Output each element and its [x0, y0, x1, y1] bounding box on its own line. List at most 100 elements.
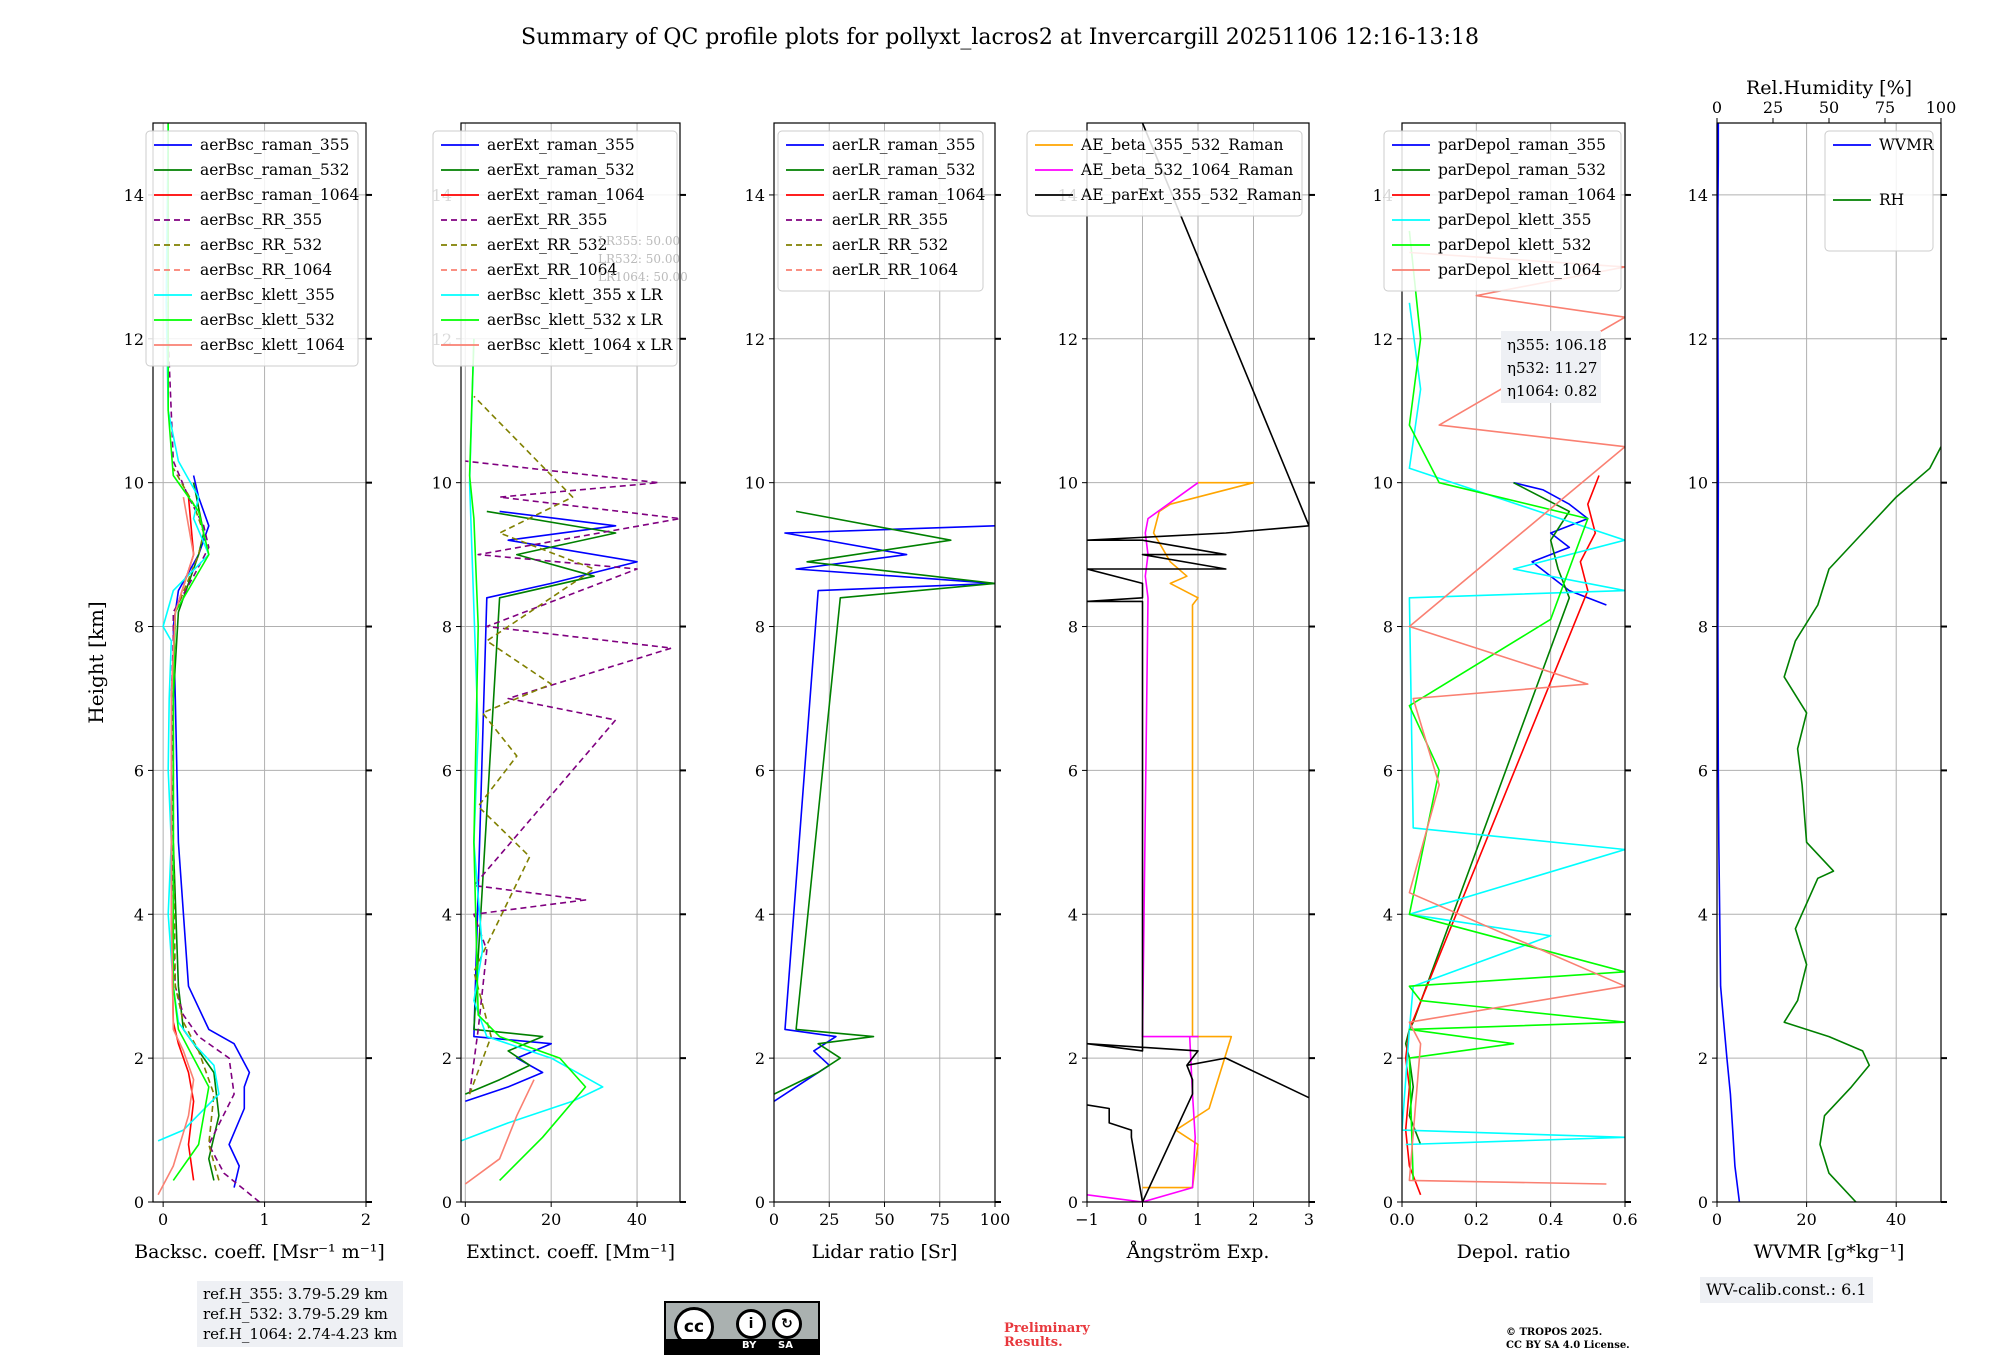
y-tick-label: 4: [134, 905, 144, 924]
y-tick-label: 12: [1688, 330, 1708, 349]
legend-label: aerBsc_raman_532: [200, 161, 350, 179]
legend-label: aerBsc_klett_1064: [200, 336, 345, 354]
copyright-note: © TROPOS 2025. CC BY SA 4.0 License.: [1506, 1326, 1630, 1352]
legend-label: aerExt_raman_1064: [487, 186, 645, 204]
legend-label: AE_parExt_355_532_Raman: [1080, 186, 1302, 204]
x-tick-label: 40: [1886, 1210, 1906, 1229]
y-tick-label: 6: [755, 761, 765, 780]
panel-lidar-ratio: 0 25 50 75 10002468101214Lidar ratio [Sr]aer…: [745, 123, 1011, 1263]
y-tick-label: 14: [124, 186, 144, 205]
x-tick-label: 3: [1304, 1210, 1314, 1229]
y-axis-label: Height [km]: [84, 601, 108, 723]
y-tick-label: 2: [134, 1049, 144, 1068]
y-tick-label: 6: [442, 761, 452, 780]
legend-label: aerLR_raman_1064: [832, 186, 985, 204]
x-tick-label: 0.6: [1612, 1210, 1637, 1229]
x-tick-label: 0.4: [1538, 1210, 1563, 1229]
wv-calibration-box: WV-calib.const.: 6.1: [1700, 1277, 1873, 1303]
legend-label: parDepol_klett_1064: [1438, 261, 1601, 279]
x-tick-label: 2: [361, 1210, 371, 1229]
series-line-aerExt_RR_532: [470, 396, 594, 1094]
legend-label: aerBsc_RR_355: [200, 211, 322, 229]
y-tick-label: 2: [1068, 1049, 1078, 1068]
y-tick-label: 2: [1698, 1049, 1708, 1068]
legend-label: aerLR_raman_532: [832, 161, 975, 179]
legend-label: aerBsc_raman_355: [200, 136, 350, 154]
series-line-RH: [1784, 447, 1941, 1202]
y-tick-label: 6: [1698, 761, 1708, 780]
series-line-aerBsc_klett_1064 x LR: [465, 1080, 534, 1184]
legend-label: WVMR: [1879, 136, 1935, 154]
y-tick-label: 2: [442, 1049, 452, 1068]
legend-label: parDepol_raman_532: [1438, 161, 1606, 179]
legend-label: aerBsc_klett_1064 x LR: [487, 336, 674, 354]
y-tick-label: 4: [1698, 905, 1708, 924]
y-tick-label: 10: [432, 474, 452, 493]
ref-h-532: ref.H_532: 3.79-5.29 km: [203, 1304, 397, 1324]
y-tick-label: 10: [1058, 474, 1078, 493]
x-tick-label: 20: [541, 1210, 561, 1229]
y-tick-label: 4: [442, 905, 452, 924]
x-axis-label: WVMR [g*kg⁻¹]: [1754, 1241, 1905, 1263]
cc-by-label: BY: [742, 1339, 756, 1353]
legend-label: AE_beta_355_532_Raman: [1080, 136, 1283, 154]
by-person-icon: i: [736, 1309, 766, 1339]
series-line-aerExt_raman_532: [465, 511, 615, 1094]
series-line-aerExt_RR_355: [465, 461, 680, 1094]
eta-label: η532: 11.27: [1507, 359, 1597, 377]
panel-water-vapor: 0 20 4002468101214WVMR [g*kg⁻¹]0 25 50 75 100R…: [1688, 77, 1957, 1263]
legend-label: parDepol_klett_532: [1438, 236, 1591, 254]
x-tick-label: 1: [1193, 1210, 1203, 1229]
x-tick-label: 0: [460, 1210, 470, 1229]
lr-label: LR532: 50.00: [598, 252, 680, 266]
top-x-tick-label: 75: [1875, 98, 1895, 117]
series-group: [1718, 123, 1941, 1202]
legend-label: parDepol_klett_355: [1438, 211, 1591, 229]
y-tick-label: 0: [1698, 1193, 1708, 1212]
panel-depolarization: 0.0 0.2 0.4 0.602468101214Depol. ratioparDe…: [1373, 123, 1638, 1263]
axes-frame: [1717, 123, 1941, 1202]
y-tick-label: 10: [745, 474, 765, 493]
top-axis-label: Rel.Humidity [%]: [1746, 77, 1912, 99]
x-tick-label: 0: [1712, 1210, 1722, 1229]
cc-license-badge[interactable]: cc i ↻ BY SA: [664, 1301, 820, 1355]
y-tick-label: 8: [134, 618, 144, 637]
ref-h-355: ref.H_355: 3.79-5.29 km: [203, 1284, 397, 1304]
top-x-tick-label: 0: [1712, 98, 1722, 117]
y-tick-label: 2: [1383, 1049, 1393, 1068]
x-tick-label: 0.2: [1464, 1210, 1489, 1229]
x-axis-label: Backsc. coeff. [Msr⁻¹ m⁻¹]: [134, 1241, 385, 1263]
legend-label: aerLR_RR_532: [832, 236, 948, 254]
top-x-tick-label: 50: [1819, 98, 1839, 117]
series-group: [461, 339, 680, 1184]
legend-label: RH: [1879, 191, 1904, 209]
x-axis-label: Extinct. coeff. [Mm⁻¹]: [466, 1241, 675, 1263]
lr-label: LR355: 50.00: [598, 234, 680, 248]
copyright-line-1: © TROPOS 2025.: [1506, 1326, 1630, 1339]
x-tick-label: 0: [1137, 1210, 1147, 1229]
x-tick-label: 1: [259, 1210, 269, 1229]
legend: AE_beta_355_532_Raman AE_beta_532_1064_Ra…: [1027, 131, 1302, 216]
x-tick-label: 0: [158, 1210, 168, 1229]
y-tick-label: 10: [1373, 474, 1393, 493]
y-tick-label: 0: [1383, 1193, 1393, 1212]
y-tick-label: 6: [1383, 761, 1393, 780]
y-tick-label: 10: [1688, 474, 1708, 493]
figure-canvas: Summary of QC profile plots for pollyxt_…: [0, 0, 2000, 1360]
x-tick-label: 0: [769, 1210, 779, 1229]
legend-label: parDepol_raman_355: [1438, 136, 1606, 154]
y-tick-label: 12: [124, 330, 144, 349]
legend: aerBsc_raman_355aerBsc_raman_532aerBsc_r…: [146, 131, 360, 366]
x-tick-label: 100: [980, 1210, 1011, 1229]
y-tick-label: 14: [1688, 186, 1708, 205]
y-tick-label: 12: [1058, 330, 1078, 349]
legend-label: aerExt_RR_355: [487, 211, 608, 229]
y-tick-label: 6: [1068, 761, 1078, 780]
series-line-parDepol_raman_1064: [1406, 476, 1599, 1195]
top-x-tick-label: 100: [1926, 98, 1957, 117]
cc-sa-label: SA: [778, 1339, 793, 1353]
y-tick-label: 6: [134, 761, 144, 780]
panel-angstrom: −1012302468101214Ångström Exp.AE_beta_35…: [1027, 123, 1315, 1263]
legend-label: AE_beta_532_1064_Raman: [1080, 161, 1293, 179]
